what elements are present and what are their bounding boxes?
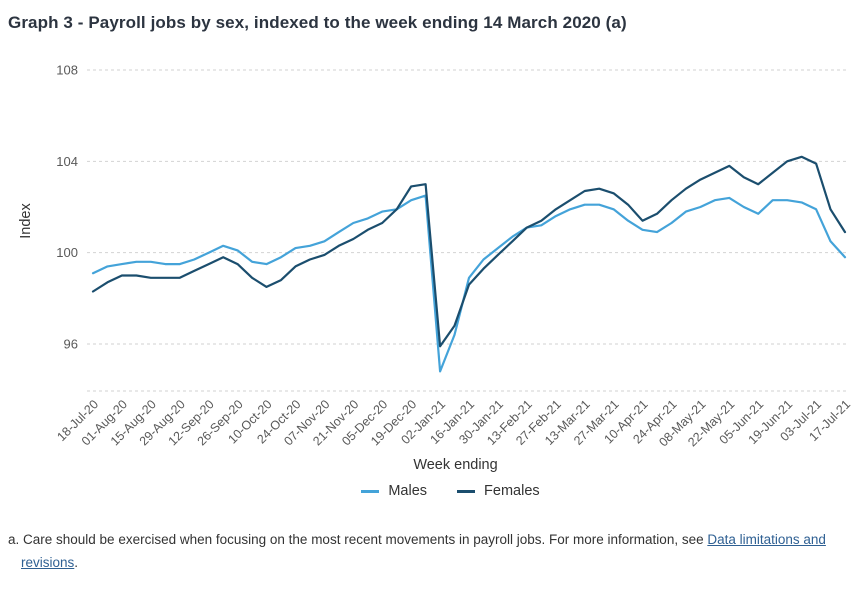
legend-item-males: Males [361, 483, 427, 499]
legend-marker-males [361, 489, 380, 493]
grid-layer [87, 69, 848, 392]
footnote-period: . [74, 554, 79, 570]
data-limitations-link[interactable]: Data limitations and revisions [21, 532, 826, 570]
x-axis-label: Week ending [413, 457, 498, 473]
y-tick-label: 104 [56, 154, 78, 169]
y-tick-label: 100 [56, 245, 78, 260]
y-axis-label: Index [18, 203, 34, 239]
legend-label-males: Males [388, 483, 428, 499]
females-line [91, 155, 847, 348]
footnote-text: a. Care should be exercised when focusin… [8, 532, 708, 547]
y-tick-label: 96 [64, 337, 78, 352]
legend-item-females: Females [457, 483, 540, 499]
legend-marker-females [457, 489, 476, 493]
payroll-line-chart: 9610010410818-Jul-2001-Aug-2015-Aug-2029… [18, 63, 853, 450]
page-title: Graph 3 - Payroll jobs by sex, indexed t… [8, 13, 627, 32]
series-layer [91, 155, 847, 373]
legend-label-females: Females [484, 483, 540, 499]
chart-legend: Males Females [0, 483, 856, 499]
y-tick-label: 108 [56, 63, 78, 78]
males-line [91, 194, 847, 373]
footnote: a. Care should be exercised when focusin… [8, 529, 850, 575]
